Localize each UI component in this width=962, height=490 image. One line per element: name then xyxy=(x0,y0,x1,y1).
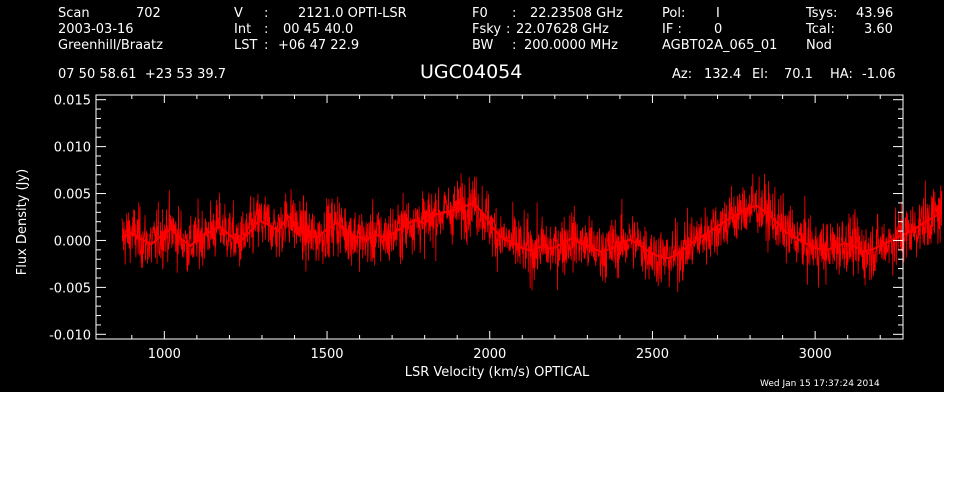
bw-label: BW xyxy=(472,38,494,53)
y-axis-ticks: -0.010 -0.005 0.000 0.005 0.010 0.015 xyxy=(49,94,903,343)
fsky-label: Fsky xyxy=(472,22,502,37)
x-tick-label: 2500 xyxy=(636,347,669,362)
tsys-label: Tsys: xyxy=(806,6,838,21)
y-tick-label: 0.010 xyxy=(54,141,91,156)
y-axis-label: Flux Density (Jy) xyxy=(15,169,30,275)
f0-label: F0 xyxy=(472,6,488,21)
plot-panel: Scan 702 2003-03-16 Greenhill/Braatz V :… xyxy=(0,0,944,392)
x-axis-label: LSR Velocity (km/s) OPTICAL xyxy=(405,365,590,380)
series-noise xyxy=(121,173,943,293)
noise-layer xyxy=(121,173,943,293)
x-tick-label: 3000 xyxy=(799,347,832,362)
lst-value: +06 47 22.9 xyxy=(278,38,360,53)
scan-value: 702 xyxy=(136,6,161,21)
project-id: AGBT02A_065_01 xyxy=(662,38,778,53)
render-timestamp: Wed Jan 15 17:37:24 2014 xyxy=(760,379,880,389)
observing-mode: Nod xyxy=(806,38,832,53)
int-label: Int xyxy=(234,22,252,37)
source-name: UGC04054 xyxy=(420,61,523,83)
az-label: Az: xyxy=(672,67,693,82)
y-tick-label: 0.000 xyxy=(54,234,91,249)
x-tick-label: 2000 xyxy=(473,347,506,362)
plot-frame xyxy=(95,94,904,340)
spectrum-chart: 1000 1500 2000 2500 3000 -0.010 -0.005 0.000 0.… xyxy=(15,94,943,380)
x-tick-label: 1500 xyxy=(310,347,343,362)
y-tick-label: 0.005 xyxy=(54,188,91,203)
int-value: 00 45 40.0 xyxy=(283,22,354,37)
x-tick-label: 1000 xyxy=(148,347,181,362)
pol-label: Pol: xyxy=(662,6,686,21)
observers: Greenhill/Braatz xyxy=(58,38,163,53)
ha-label: HA: xyxy=(830,67,853,82)
source-coordinates: 07 50 58.61 +23 53 39.7 xyxy=(58,67,227,82)
tcal-value: 3.60 xyxy=(864,22,893,37)
f0-value: 22.23508 GHz xyxy=(530,6,623,21)
ha-value: -1.06 xyxy=(862,67,896,82)
y-tick-label: -0.005 xyxy=(49,281,91,296)
observation-date: 2003-03-16 xyxy=(58,22,134,37)
fsky-value: 22.07628 GHz xyxy=(516,22,609,37)
az-value: 132.4 xyxy=(704,67,742,82)
velocity-value: 2121.0 OPTI-LSR xyxy=(298,6,407,21)
y-tick-label: -0.010 xyxy=(49,328,91,343)
el-label: El: xyxy=(752,67,769,82)
velocity-label: V xyxy=(234,6,243,21)
el-value: 70.1 xyxy=(784,67,813,82)
bw-value: 200.0000 MHz xyxy=(524,38,618,53)
if-label: IF : xyxy=(662,22,682,37)
lst-label: LST xyxy=(234,38,258,53)
scan-label: Scan xyxy=(58,6,90,21)
tsys-value: 43.96 xyxy=(856,6,894,21)
tcal-label: Tcal: xyxy=(806,22,835,37)
x-axis-ticks: 1000 1500 2000 2500 3000 xyxy=(131,95,881,362)
y-tick-label: 0.015 xyxy=(54,94,91,109)
pol-value: I xyxy=(716,6,720,21)
if-value: 0 xyxy=(714,22,723,37)
